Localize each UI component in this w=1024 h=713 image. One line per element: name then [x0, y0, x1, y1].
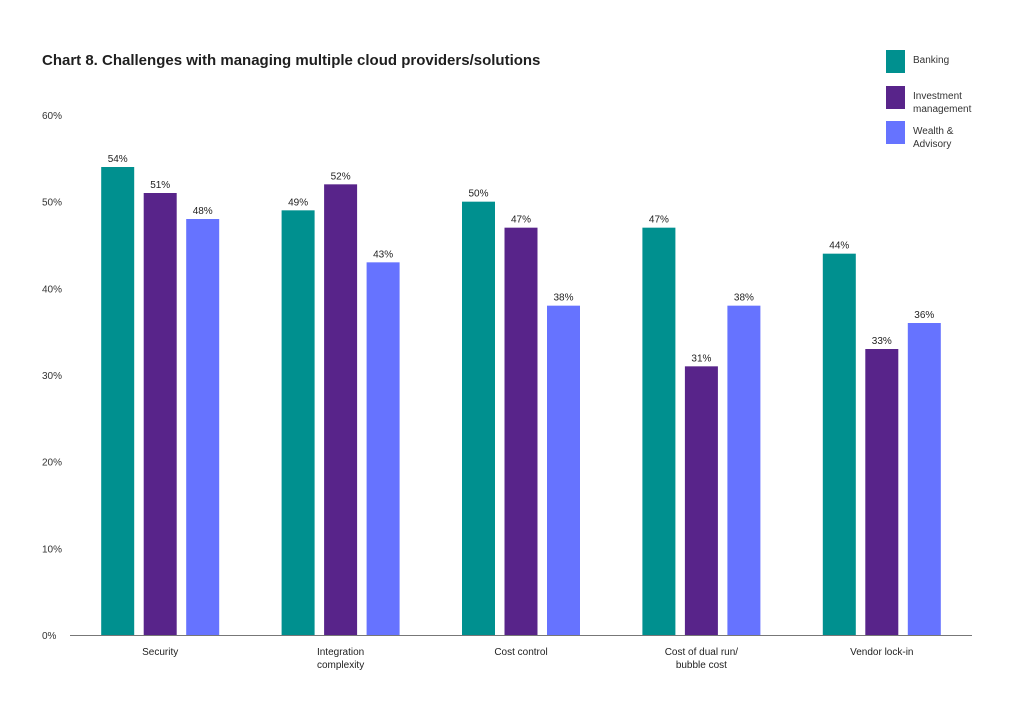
bar-value-label: 38% [553, 293, 573, 304]
bar-value-label: 52% [331, 171, 351, 182]
bar-value-label: 47% [649, 215, 669, 226]
bar-value-label: 44% [829, 241, 849, 252]
y-tick-label: 30% [42, 371, 62, 382]
x-tick-label: Cost of dual run/bubble cost [665, 647, 739, 671]
bar [865, 349, 899, 635]
bar [186, 219, 220, 635]
bar [547, 305, 580, 635]
bar [324, 184, 358, 636]
legend-label: Investment management [913, 91, 972, 115]
bar [101, 167, 135, 635]
bar [366, 262, 400, 635]
x-tick-label: Vendor lock-in [850, 647, 913, 658]
bar [684, 366, 718, 635]
x-tick-label: Integration complexity [317, 647, 364, 671]
bar [143, 193, 177, 635]
x-tick-label: Security [142, 647, 178, 658]
bar [822, 253, 856, 635]
legend-label: Banking [913, 55, 950, 66]
bar-value-label: 50% [468, 189, 488, 200]
bar [907, 323, 941, 635]
chart-title: Chart 8. Challenges with managing multip… [42, 52, 541, 69]
bar-value-label: 54% [108, 154, 128, 165]
bar-value-label: 47% [511, 215, 531, 226]
x-tick-label: Cost control [494, 647, 547, 658]
bar-value-label: 36% [914, 310, 934, 321]
y-tick-label: 50% [42, 198, 62, 209]
legend-swatch [886, 50, 905, 73]
bar-value-label: 33% [872, 336, 892, 347]
y-axis: 0% 10% 20% 30% 40% 50% 60% [42, 111, 62, 642]
y-tick-label: 60% [42, 111, 62, 122]
bars-group [101, 167, 941, 636]
bar-value-label: 51% [150, 180, 170, 191]
bar-value-label: 38% [734, 293, 754, 304]
bar-value-label: 48% [193, 206, 213, 217]
x-axis: Security Integration complexity Cost contro… [70, 635, 972, 671]
bar-value-label: 49% [288, 197, 308, 208]
y-tick-label: 10% [42, 544, 62, 555]
legend-swatch [886, 121, 905, 144]
data-labels-group: 54% 51% 48% 49% 52% 43% 50% 47% 38% 47% 31% 38% 44% 3… [108, 154, 935, 364]
bar [727, 305, 761, 635]
bar [642, 227, 676, 635]
y-tick-label: 40% [42, 284, 62, 295]
bar-value-label: 43% [373, 249, 393, 260]
legend-swatch [886, 86, 905, 109]
bar-value-label: 31% [691, 353, 711, 364]
bar [504, 227, 538, 635]
bar [462, 201, 495, 635]
bar [281, 210, 315, 636]
legend-label: Wealth & Advisory [913, 126, 954, 150]
y-tick-label: 0% [42, 631, 57, 642]
y-tick-label: 20% [42, 458, 62, 469]
